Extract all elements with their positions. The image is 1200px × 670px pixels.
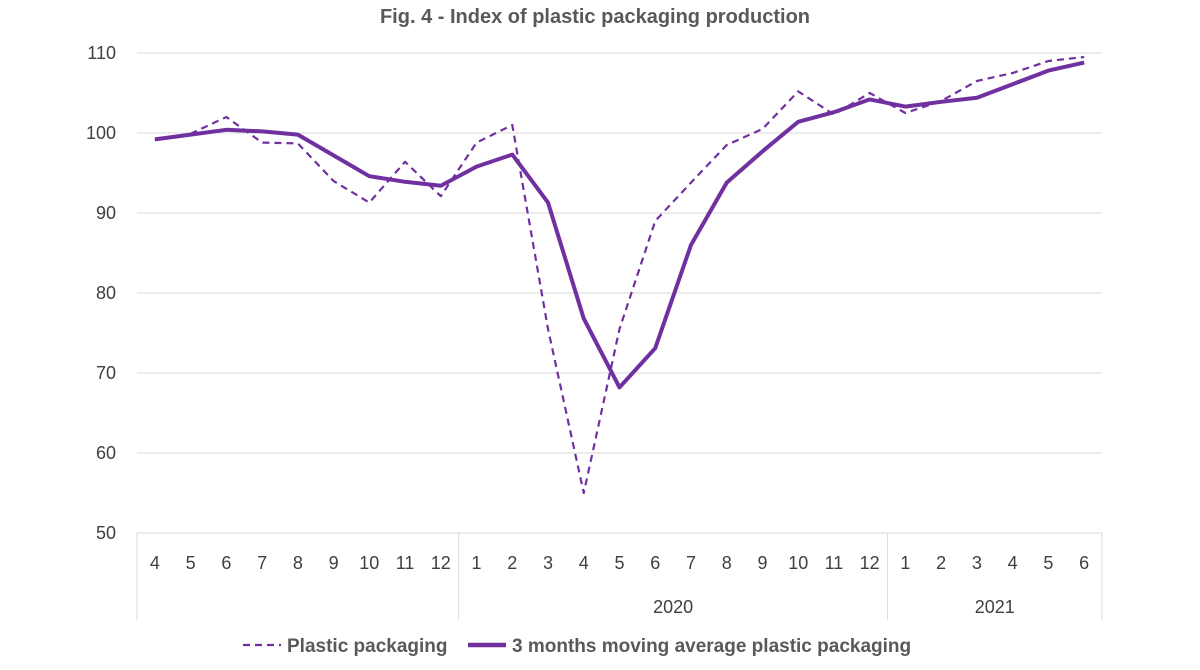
gridlines	[137, 52, 1102, 534]
y-tick-label: 60	[96, 443, 116, 463]
x-tick-label: 8	[293, 553, 303, 573]
y-tick-label: 100	[86, 123, 116, 143]
x-tick-label: 6	[221, 553, 231, 573]
chart-title: Fig. 4 - Index of plastic packaging prod…	[380, 6, 810, 28]
x-tick-label: 1	[900, 553, 910, 573]
y-tick-label: 80	[96, 283, 116, 303]
x-tick-label: 6	[650, 553, 660, 573]
x-tick-label: 5	[614, 553, 624, 573]
x-tick-label: 5	[1043, 553, 1053, 573]
y-axis-ticks: 50 60 70 80 90 100 110	[86, 43, 116, 543]
y-tick-label: 50	[96, 523, 116, 543]
series-line-moving-average	[154, 60, 1085, 390]
x-tick-label: 9	[757, 553, 767, 573]
x-tick-label: 4	[579, 553, 589, 573]
x-tick-label: 6	[1079, 553, 1089, 573]
x-tick-label: 7	[257, 553, 267, 573]
y-tick-label: 110	[87, 43, 116, 63]
year-label: 2021	[975, 597, 1015, 617]
x-tick-label: 3	[972, 553, 982, 573]
x-tick-label: 11	[396, 553, 415, 573]
x-tick-label: 11	[825, 553, 844, 573]
x-tick-label: 10	[359, 553, 379, 573]
x-tick-label: 3	[543, 553, 553, 573]
year-label: 2020	[653, 597, 693, 617]
x-tick-label: 2	[507, 553, 517, 573]
y-tick-label: 90	[96, 203, 116, 223]
x-tick-label: 12	[860, 553, 880, 573]
series-line-plastic-packaging	[154, 55, 1085, 495]
y-tick-label: 70	[96, 363, 116, 383]
x-tick-label: 4	[150, 553, 160, 573]
legend-label: Plastic packaging	[287, 636, 448, 657]
legend-label: 3 months moving average plastic packagin…	[512, 636, 911, 657]
series-layer	[154, 55, 1085, 495]
x-tick-label: 10	[788, 553, 808, 573]
x-tick-label: 4	[1008, 553, 1018, 573]
x-tick-label: 1	[472, 553, 482, 573]
legend: Plastic packaging 3 months moving average…	[243, 636, 911, 657]
x-tick-label: 7	[686, 553, 696, 573]
x-tick-label: 2	[936, 553, 946, 573]
x-tick-label: 12	[431, 553, 451, 573]
x-tick-label: 8	[722, 553, 732, 573]
x-tick-label: 9	[329, 553, 339, 573]
x-tick-label: 5	[186, 553, 196, 573]
